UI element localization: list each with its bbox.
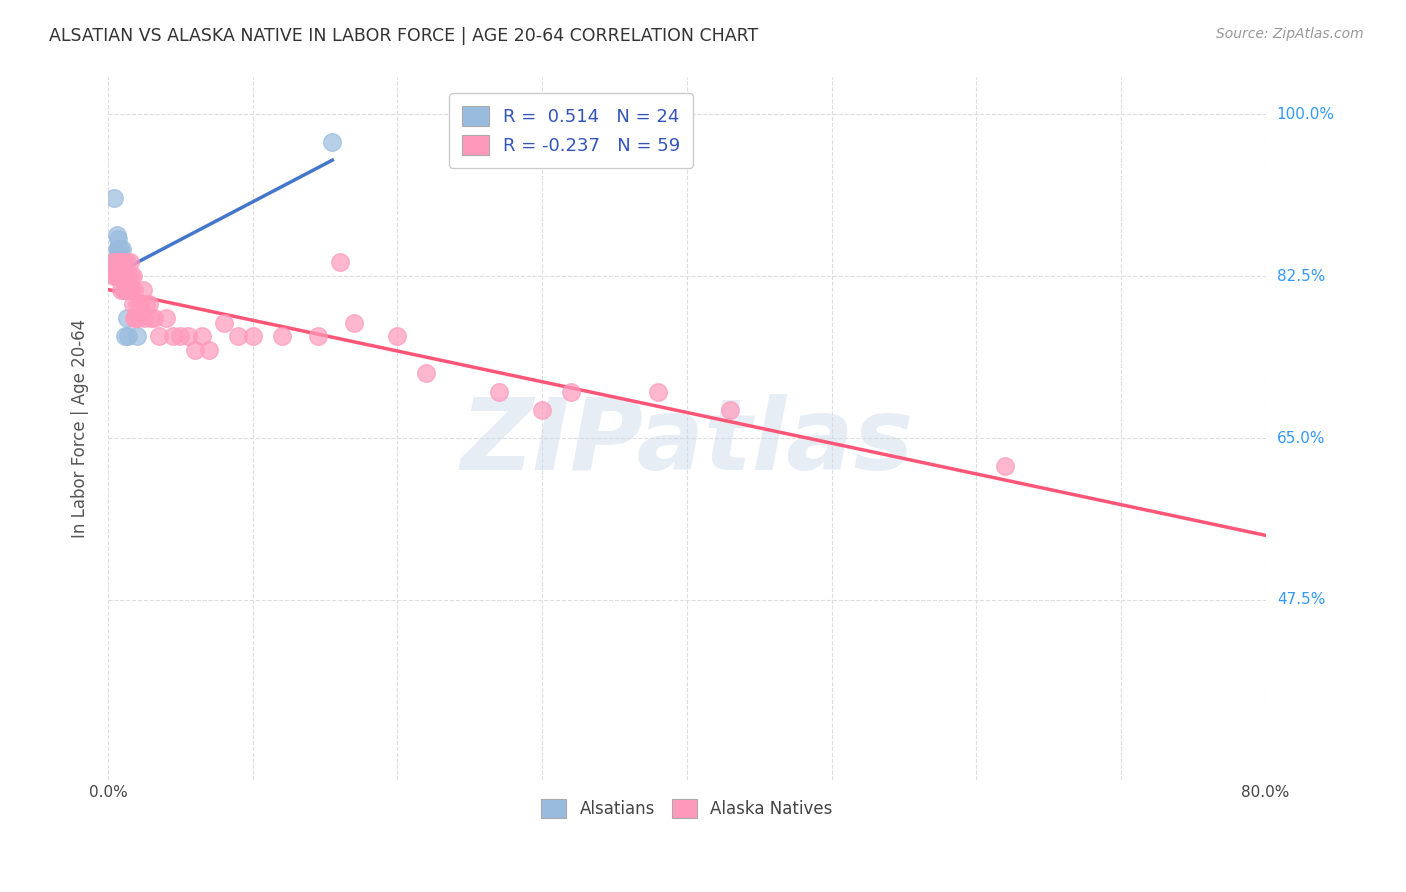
Point — [114, 269, 136, 284]
Point — [176, 329, 198, 343]
Point — [343, 316, 366, 330]
Point — [117, 269, 139, 284]
Point — [191, 329, 214, 343]
Point — [115, 283, 138, 297]
Point — [718, 403, 741, 417]
Point — [101, 255, 124, 269]
Point — [108, 242, 131, 256]
Point — [111, 269, 134, 284]
Point — [328, 255, 350, 269]
Point — [212, 316, 235, 330]
Point — [415, 367, 437, 381]
Legend: Alsatians, Alaska Natives: Alsatians, Alaska Natives — [534, 793, 839, 825]
Point — [110, 283, 132, 297]
Point — [110, 269, 132, 284]
Point — [120, 283, 142, 297]
Point — [111, 242, 134, 256]
Y-axis label: In Labor Force | Age 20-64: In Labor Force | Age 20-64 — [72, 319, 89, 539]
Point — [105, 269, 128, 284]
Point — [122, 283, 145, 297]
Point — [321, 135, 343, 149]
Point — [103, 191, 125, 205]
Point — [105, 227, 128, 242]
Point — [127, 310, 149, 325]
Point — [107, 232, 129, 246]
Point — [122, 310, 145, 325]
Point — [135, 297, 157, 311]
Point — [110, 255, 132, 269]
Point — [112, 269, 135, 284]
Point — [105, 242, 128, 256]
Point — [121, 269, 143, 284]
Point — [104, 269, 127, 284]
Text: 82.5%: 82.5% — [1277, 268, 1324, 284]
Point — [108, 255, 131, 269]
Point — [138, 297, 160, 311]
Point — [105, 255, 128, 269]
Point — [155, 310, 177, 325]
Point — [134, 310, 156, 325]
Point — [115, 310, 138, 325]
Text: 47.5%: 47.5% — [1277, 592, 1324, 607]
Point — [387, 329, 409, 343]
Text: ZIPatlas: ZIPatlas — [460, 394, 914, 491]
Point — [112, 283, 135, 297]
Point — [115, 255, 138, 269]
Text: 65.0%: 65.0% — [1277, 431, 1326, 446]
Point — [132, 283, 155, 297]
Point — [101, 255, 124, 269]
Point — [994, 458, 1017, 473]
Text: 100.0%: 100.0% — [1277, 107, 1334, 122]
Point — [114, 283, 136, 297]
Point — [125, 329, 148, 343]
Text: ALSATIAN VS ALASKA NATIVE IN LABOR FORCE | AGE 20-64 CORRELATION CHART: ALSATIAN VS ALASKA NATIVE IN LABOR FORCE… — [49, 27, 758, 45]
Point — [647, 384, 669, 399]
Point — [226, 329, 249, 343]
Point — [108, 255, 131, 269]
Point — [111, 255, 134, 269]
Point — [108, 269, 131, 284]
Point — [242, 329, 264, 343]
Point — [169, 329, 191, 343]
Point — [162, 329, 184, 343]
Point — [114, 269, 136, 284]
Text: Source: ZipAtlas.com: Source: ZipAtlas.com — [1216, 27, 1364, 41]
Point — [488, 384, 510, 399]
Point — [112, 255, 135, 269]
Point — [141, 310, 163, 325]
Point — [114, 329, 136, 343]
Point — [531, 403, 554, 417]
Point — [120, 283, 142, 297]
Point — [560, 384, 582, 399]
Point — [184, 343, 207, 358]
Point — [103, 269, 125, 284]
Point — [307, 329, 329, 343]
Point — [107, 269, 129, 284]
Point — [118, 255, 141, 269]
Point — [148, 329, 170, 343]
Point — [125, 297, 148, 311]
Point — [121, 297, 143, 311]
Point — [118, 283, 141, 297]
Point — [117, 329, 139, 343]
Point — [198, 343, 221, 358]
Point — [112, 283, 135, 297]
Point — [111, 255, 134, 269]
Point — [124, 310, 146, 325]
Point — [143, 310, 166, 325]
Point — [107, 242, 129, 256]
Point — [104, 255, 127, 269]
Point — [120, 269, 142, 284]
Point — [270, 329, 292, 343]
Point — [128, 297, 150, 311]
Point — [107, 255, 129, 269]
Point — [111, 269, 134, 284]
